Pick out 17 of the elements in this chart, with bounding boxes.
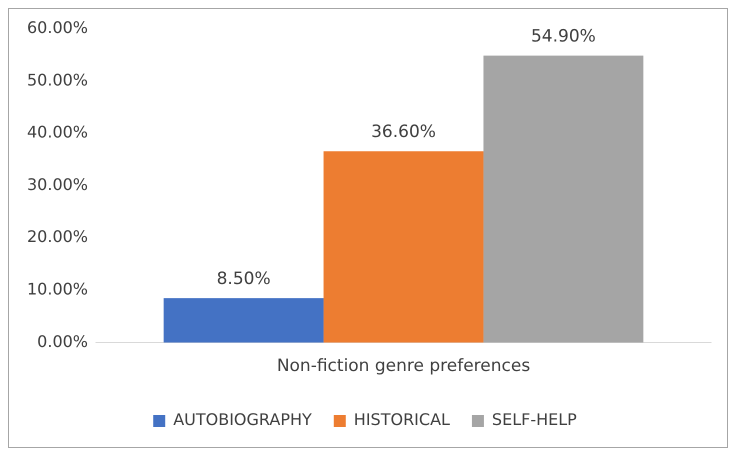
- bar: [324, 151, 484, 343]
- y-tick-label: 40.00%: [26, 122, 88, 142]
- bar: [164, 298, 324, 343]
- data-label: 36.60%: [371, 122, 436, 142]
- y-tick-label: 50.00%: [26, 70, 88, 90]
- data-label: 8.50%: [216, 269, 271, 290]
- y-tick-label: 0.00%: [37, 332, 88, 351]
- y-tick-label: 60.00%: [26, 18, 88, 38]
- x-tick-label: Non-fiction genre preferences: [276, 356, 530, 376]
- legend-label: AUTOBIOGRAPHY: [173, 410, 312, 430]
- y-tick-label: 30.00%: [26, 174, 88, 194]
- legend-label: HISTORICAL: [354, 410, 450, 430]
- legend-label: SELF-HELP: [492, 410, 578, 430]
- bar: [483, 56, 644, 343]
- data-label: 54.90%: [530, 26, 596, 47]
- y-tick-label: 10.00%: [26, 279, 88, 298]
- y-tick-label: 20.00%: [26, 227, 88, 246]
